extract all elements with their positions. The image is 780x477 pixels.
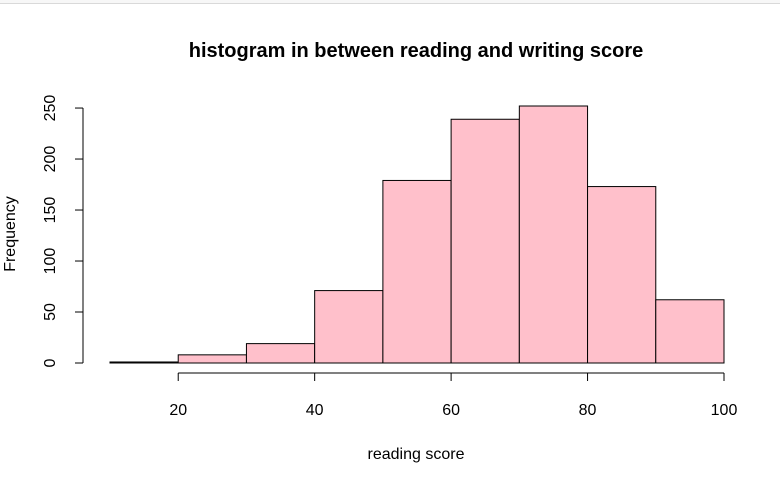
- histogram-bar-70-80: [518, 105, 589, 364]
- y-tick-label: 50: [42, 303, 59, 321]
- y-tick-label: 0: [42, 358, 59, 367]
- window-top-edge: [0, 0, 780, 4]
- chart-title: histogram in between reading and writing…: [189, 40, 644, 62]
- x-tick-label: 100: [711, 402, 738, 419]
- x-axis: 20 40 60 80 100: [169, 372, 738, 419]
- x-tick-label: 40: [306, 402, 324, 419]
- histogram-bar-10-20: [109, 361, 179, 364]
- y-tick-label: 200: [42, 146, 59, 173]
- x-axis-label: reading score: [368, 446, 465, 463]
- histogram-bar-60-70: [450, 118, 520, 364]
- histogram-bar-30-40: [245, 343, 316, 364]
- histogram-bar-40-50: [314, 290, 384, 364]
- y-tick-label: 150: [42, 197, 59, 224]
- histogram-bar-20-30: [177, 354, 247, 364]
- histogram-bar-80-90: [587, 186, 657, 364]
- histogram-bar-50-60: [382, 179, 452, 364]
- x-tick-label: 60: [442, 402, 460, 419]
- y-tick-label: 250: [42, 95, 59, 122]
- x-tick-label: 80: [579, 402, 597, 419]
- y-tick-label: 100: [42, 248, 59, 275]
- x-tick-label: 20: [169, 402, 187, 419]
- y-axis: 0 50 100 150 200 250: [42, 95, 84, 367]
- y-axis-label: Frequency: [2, 196, 19, 272]
- histogram-bars: [109, 105, 725, 364]
- histogram-bar-90-100: [655, 299, 725, 364]
